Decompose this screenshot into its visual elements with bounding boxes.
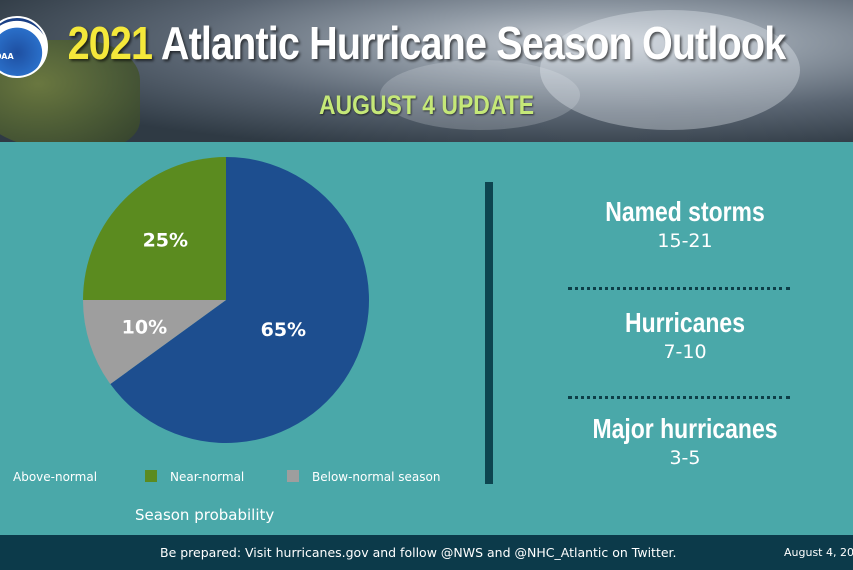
satellite-cloud — [540, 10, 800, 130]
pie-slice-above-normal — [110, 157, 369, 444]
chart-caption: Season probability — [135, 506, 275, 524]
chart-legend: Above-normal Near-normal Below-normal se… — [0, 470, 480, 490]
legend-item-near-normal: Near-normal — [170, 470, 244, 484]
legend-label: Below-normal season — [312, 470, 441, 484]
legend-swatch-below-normal — [287, 470, 299, 482]
stat-named-storms: Named storms 15-21 — [560, 196, 810, 252]
footer-message: Be prepared: Visit hurricanes.gov and fo… — [160, 545, 677, 560]
pie-slice-below-normal-season — [83, 300, 226, 385]
stat-hurricanes: Hurricanes 7-10 — [560, 307, 810, 363]
dotted-divider — [568, 287, 790, 290]
pie-data-label: 65% — [261, 319, 306, 341]
dotted-divider — [568, 396, 790, 399]
stat-label: Named storms — [605, 196, 765, 227]
stat-label: Major hurricanes — [592, 413, 778, 444]
noaa-logo-icon: NOAA — [0, 16, 48, 78]
stat-label: Hurricanes — [625, 307, 745, 338]
satellite-cloud — [380, 60, 580, 130]
footer-date: August 4, 20 — [784, 546, 853, 559]
header-banner: NOAA 2021 Atlantic Hurricane Season Outl… — [0, 0, 853, 142]
stat-value: 15-21 — [657, 230, 713, 252]
legend-swatch-near-normal — [145, 470, 157, 482]
legend-label: Near-normal — [170, 470, 245, 484]
legend-item-above-normal: Above-normal — [13, 470, 97, 484]
logo-text: NOAA — [0, 52, 14, 61]
title-year: 2021 — [67, 17, 153, 69]
footer-bar: Be prepared: Visit hurricanes.gov and fo… — [0, 535, 853, 570]
pie-data-label: 25% — [143, 229, 188, 251]
stat-value: 7-10 — [663, 341, 707, 363]
vertical-divider — [485, 182, 493, 484]
stat-major-hurricanes: Major hurricanes 3-5 — [560, 413, 810, 469]
legend-label: Above-normal — [13, 470, 98, 484]
page-subtitle: AUGUST 4 UPDATE — [318, 90, 535, 120]
page-title: 2021 Atlantic Hurricane Season Outlook — [60, 16, 794, 70]
legend-item-below-normal: Below-normal season — [312, 470, 440, 484]
pie-slice-near-normal — [83, 157, 226, 300]
pie-data-label: 10% — [122, 317, 167, 339]
title-text: Atlantic Hurricane Season Outlook — [160, 17, 786, 69]
stat-value: 3-5 — [669, 447, 701, 469]
